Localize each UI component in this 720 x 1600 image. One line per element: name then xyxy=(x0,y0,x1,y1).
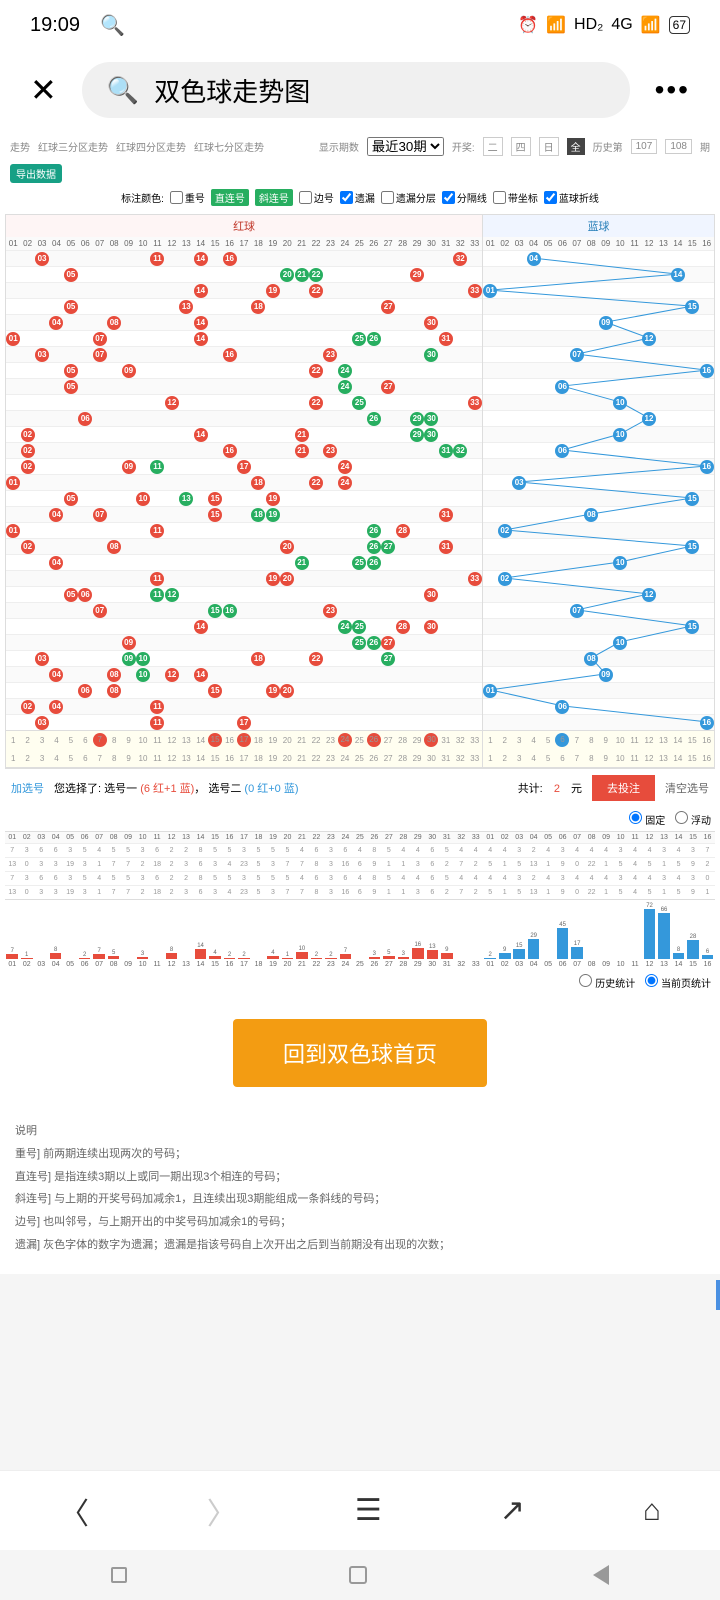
home-nav-button[interactable]: ⌂ xyxy=(643,1494,661,1528)
home-button[interactable]: 回到双色球首页 xyxy=(233,1019,487,1087)
period-select[interactable]: 最近30期 xyxy=(367,137,444,156)
network-icon: 4G xyxy=(611,16,632,34)
menu-button[interactable]: ☰ xyxy=(355,1493,382,1528)
bar-chart: 7182753814422411022735316139291529451772… xyxy=(5,899,715,959)
recent-apps-button[interactable] xyxy=(111,1567,127,1583)
export-button[interactable]: 导出数据 xyxy=(10,164,62,183)
tab-red7[interactable]: 红球七分区走势 xyxy=(194,139,264,154)
note-4: 边号] 也叫邻号，与上期开出的中奖号码加减余1的号码； xyxy=(15,1213,705,1233)
add-selection[interactable]: 加选号 xyxy=(11,780,44,796)
clear-button[interactable]: 清空选号 xyxy=(665,780,709,796)
float-radio[interactable]: 浮动 xyxy=(675,811,711,827)
trend-tabs: 走势 红球三分区走势 红球四分区走势 红球七分区走势 显示期数 最近30期 开奖… xyxy=(5,135,715,185)
blue-grid[interactable]: 0414011509120716061012100616031508021510… xyxy=(483,250,714,730)
period-to[interactable]: 108 xyxy=(665,139,692,154)
opt-straight[interactable]: 直连号 xyxy=(211,189,249,206)
opt-divider[interactable]: 分隔线 xyxy=(442,190,487,205)
content: 走势 红球三分区走势 红球四分区走势 红球七分区走势 显示期数 最近30期 开奖… xyxy=(0,130,720,1274)
watermark xyxy=(716,1280,720,1310)
blue-selection[interactable]: 1234567891011121314151612345678910111213… xyxy=(483,730,714,767)
notes-title: 说明 xyxy=(15,1122,705,1142)
search-bar: ✕ 🔍 双色球走势图 ••• xyxy=(0,50,720,130)
blue-header: 蓝球 xyxy=(483,215,714,237)
battery: 67 xyxy=(669,16,690,34)
wifi-icon: 📶 xyxy=(546,15,566,35)
color-options: 标注颜色: 重号 直连号 斜连号 边号 遗漏 遗漏分层 分隔线 带坐标 蓝球折线 xyxy=(5,185,715,210)
stats-section: 0102030405060708091011121314151617181920… xyxy=(5,831,715,970)
red-header: 红球 xyxy=(6,215,482,237)
note-2: 直连号] 是指连续3期以上或同一期出现3个相连的号码； xyxy=(15,1168,705,1188)
opt-coord[interactable]: 带坐标 xyxy=(493,190,538,205)
day-2[interactable]: 二 xyxy=(483,137,503,156)
share-button[interactable]: ↗ xyxy=(500,1493,525,1528)
close-button[interactable]: ✕ xyxy=(20,71,67,109)
opt-miss[interactable]: 遗漏 xyxy=(340,190,375,205)
red-ball-section: 红球 0102030405060708091011121314151617181… xyxy=(5,214,483,768)
red-selection[interactable]: 1234567891011121314151617181920212223242… xyxy=(6,730,482,767)
sys-back-button[interactable] xyxy=(589,1565,609,1585)
period-unit: 期 xyxy=(700,139,710,154)
bet-info: 您选择了: 选号一 (6 红+1 蓝)， 选号二 (0 红+0 蓝) xyxy=(54,780,508,796)
opt-blueline[interactable]: 蓝球折线 xyxy=(544,190,599,205)
note-1: 重号] 前两期连续出现两次的号码； xyxy=(15,1145,705,1165)
red-num-header: 0102030405060708091011121314151617181920… xyxy=(6,237,482,250)
day-all[interactable]: 全 xyxy=(567,138,585,155)
system-nav xyxy=(0,1550,720,1600)
search-icon-status: 🔍 xyxy=(100,13,125,38)
stats-header: 0102030405060708091011121314151617181920… xyxy=(5,831,715,843)
note-5: 遗漏] 灰色字体的数字为遗漏；遗漏是指该号码自上次开出之后到当前期没有出现的次数… xyxy=(15,1236,705,1256)
options-label: 标注颜色: xyxy=(121,190,164,205)
note-3: 斜连号] 与上期的开奖号码加减余1，且连续出现3期能组成一条斜线的号码； xyxy=(15,1190,705,1210)
blue-num-header: 01020304050607080910111213141516 xyxy=(483,237,714,250)
alarm-icon: ⏰ xyxy=(518,15,538,35)
bar-labels: 0102030405060708091011121314151617181920… xyxy=(5,959,715,970)
bet-panel: 加选号 您选择了: 选号一 (6 红+1 蓝)， 选号二 (0 红+0 蓝) 共… xyxy=(5,768,715,807)
search-icon: 🔍 xyxy=(107,75,139,106)
day-4[interactable]: 四 xyxy=(511,137,531,156)
history-stats-radio[interactable]: 历史统计 xyxy=(579,974,635,990)
browser-nav: 〈 〉 ☰ ↗ ⌂ xyxy=(0,1470,720,1550)
opt-repeat[interactable]: 重号 xyxy=(170,190,205,205)
current-stats-radio[interactable]: 当前页统计 xyxy=(645,974,711,990)
time: 19:09 xyxy=(30,14,80,37)
signal-icon: 📶 xyxy=(641,15,661,35)
day-7[interactable]: 日 xyxy=(539,137,559,156)
tab-red4[interactable]: 红球四分区走势 xyxy=(116,139,186,154)
more-menu[interactable]: ••• xyxy=(645,74,700,106)
bet-button[interactable]: 去投注 xyxy=(592,775,655,801)
red-grid[interactable]: 0311141632052021222914192233051318270408… xyxy=(6,250,482,730)
tab-red3[interactable]: 红球三分区走势 xyxy=(38,139,108,154)
stats-body: 7366354553622855355546364854465444432434… xyxy=(5,843,715,899)
tab-trend[interactable]: 走势 xyxy=(10,139,30,154)
fixed-radio[interactable]: 固定 xyxy=(629,811,665,827)
hd-icon: HD₂ xyxy=(574,16,603,34)
position-mode: 固定 浮动 xyxy=(5,807,715,831)
search-input[interactable]: 🔍 双色球走势图 xyxy=(82,62,630,118)
opt-miss-layer[interactable]: 遗漏分层 xyxy=(381,190,436,205)
draw-label: 开奖: xyxy=(452,139,475,154)
history-label: 历史第 xyxy=(593,139,623,154)
sys-home-button[interactable] xyxy=(349,1566,367,1584)
period-label: 显示期数 xyxy=(319,139,359,154)
notes-section: 说明 重号] 前两期连续出现两次的号码； 直连号] 是指连续3期以上或同一期出现… xyxy=(5,1112,715,1269)
total: 共计: 2 元 xyxy=(518,780,582,796)
forward-button[interactable]: 〉 xyxy=(207,1489,237,1533)
trend-chart: 红球 0102030405060708091011121314151617181… xyxy=(5,214,715,768)
blue-ball-section: 蓝球 01020304050607080910111213141516 0414… xyxy=(483,214,715,768)
period-from[interactable]: 107 xyxy=(631,139,658,154)
search-text: 双色球走势图 xyxy=(154,72,310,109)
back-button[interactable]: 〈 xyxy=(59,1489,89,1533)
opt-edge[interactable]: 边号 xyxy=(299,190,334,205)
stats-mode: 历史统计 当前页统计 xyxy=(5,970,715,994)
status-bar: 19:09 🔍 ⏰ 📶 HD₂ 4G 📶 67 xyxy=(0,0,720,50)
opt-diagonal[interactable]: 斜连号 xyxy=(255,189,293,206)
